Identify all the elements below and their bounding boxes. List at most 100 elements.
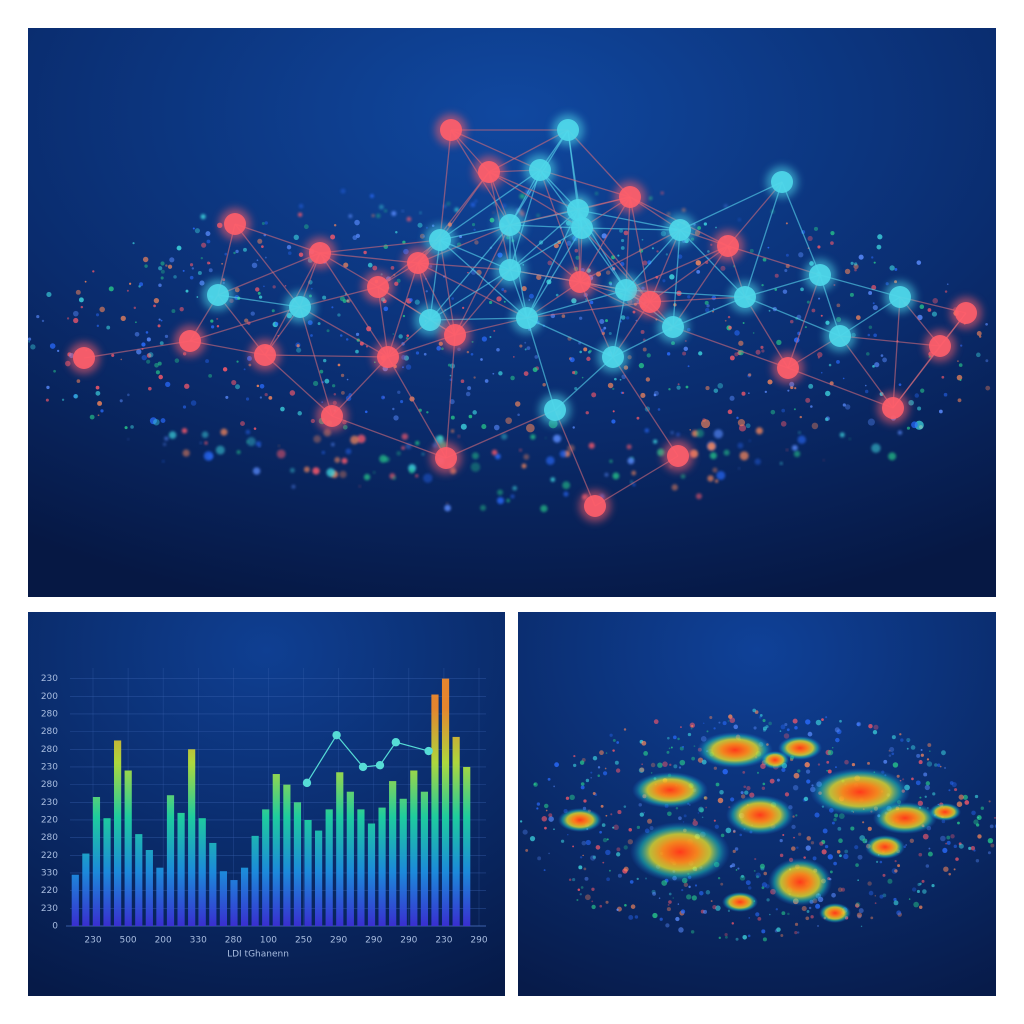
particle: [827, 749, 834, 756]
particle: [787, 912, 790, 916]
particle: [921, 879, 925, 883]
particle: [854, 262, 858, 266]
particle: [672, 897, 674, 899]
particle: [250, 311, 255, 316]
particle: [289, 390, 296, 396]
particle: [946, 840, 951, 845]
particle: [913, 901, 919, 908]
particle: [817, 763, 821, 766]
x-tick-label: 230: [435, 936, 452, 946]
particle: [683, 882, 689, 887]
particle: [770, 409, 776, 415]
particle: [95, 390, 101, 396]
particle: [919, 796, 922, 799]
particle: [605, 270, 611, 275]
particle: [529, 835, 536, 842]
heat-blob: [778, 736, 822, 760]
particle: [962, 794, 968, 800]
particle: [400, 400, 404, 404]
particle: [451, 297, 455, 300]
particle: [893, 900, 899, 906]
particle: [201, 431, 209, 439]
node: [734, 286, 756, 308]
particle: [868, 723, 873, 729]
particle: [730, 797, 735, 802]
particle: [640, 392, 646, 399]
particle: [57, 349, 60, 353]
particle: [395, 230, 398, 234]
particle: [779, 853, 784, 858]
particle: [810, 915, 814, 919]
particle: [321, 401, 324, 403]
particle: [862, 838, 868, 844]
edge: [672, 245, 729, 328]
particle: [234, 287, 240, 293]
node: [667, 445, 689, 467]
particle: [830, 241, 834, 245]
particle: [339, 334, 343, 337]
particle: [920, 753, 924, 757]
particle: [73, 394, 79, 399]
particle: [894, 869, 898, 873]
particle: [354, 219, 360, 226]
particle: [317, 322, 321, 326]
particle: [446, 201, 451, 206]
particle: [718, 721, 721, 724]
particle: [785, 253, 789, 257]
particle: [590, 771, 593, 774]
particle: [667, 811, 672, 817]
particle: [638, 362, 645, 369]
particle: [854, 845, 859, 850]
edge: [526, 317, 556, 411]
particle: [925, 864, 930, 868]
particle: [873, 333, 877, 338]
particle: [856, 722, 860, 726]
particle: [776, 927, 781, 932]
particle: [757, 916, 762, 921]
particle: [748, 392, 750, 394]
particle: [716, 470, 726, 480]
bar: [378, 807, 386, 926]
particle: [667, 903, 670, 906]
particle: [768, 721, 772, 726]
particle: [968, 846, 972, 851]
particle: [578, 865, 583, 870]
particle: [235, 384, 241, 390]
particle: [512, 485, 518, 491]
particle: [474, 199, 478, 203]
particle: [855, 903, 860, 908]
particle: [738, 218, 741, 221]
particle: [255, 441, 262, 447]
x-tick-label: 230: [84, 936, 101, 946]
particle: [844, 849, 849, 854]
particle: [484, 379, 489, 383]
particle: [583, 867, 587, 871]
particle: [868, 325, 873, 330]
particle: [489, 217, 495, 223]
particle: [173, 275, 177, 279]
particle: [666, 907, 671, 912]
particle: [932, 298, 939, 304]
edge: [234, 223, 301, 308]
particle: [612, 410, 615, 413]
particle: [786, 448, 788, 451]
particle: [857, 854, 863, 860]
particle: [950, 834, 955, 839]
particle: [775, 908, 778, 911]
bar: [420, 791, 428, 926]
particle: [882, 893, 887, 898]
particle: [780, 421, 787, 427]
x-tick-label: 250: [295, 936, 312, 946]
particle: [701, 816, 704, 819]
particle: [599, 318, 605, 325]
edge: [727, 245, 821, 276]
particle: [340, 373, 345, 378]
particle: [761, 886, 765, 890]
particle: [739, 833, 742, 837]
particle: [668, 747, 671, 750]
particle: [153, 297, 160, 304]
particle: [612, 826, 615, 829]
particle: [256, 384, 260, 388]
particle: [286, 245, 292, 250]
particle: [268, 395, 273, 400]
